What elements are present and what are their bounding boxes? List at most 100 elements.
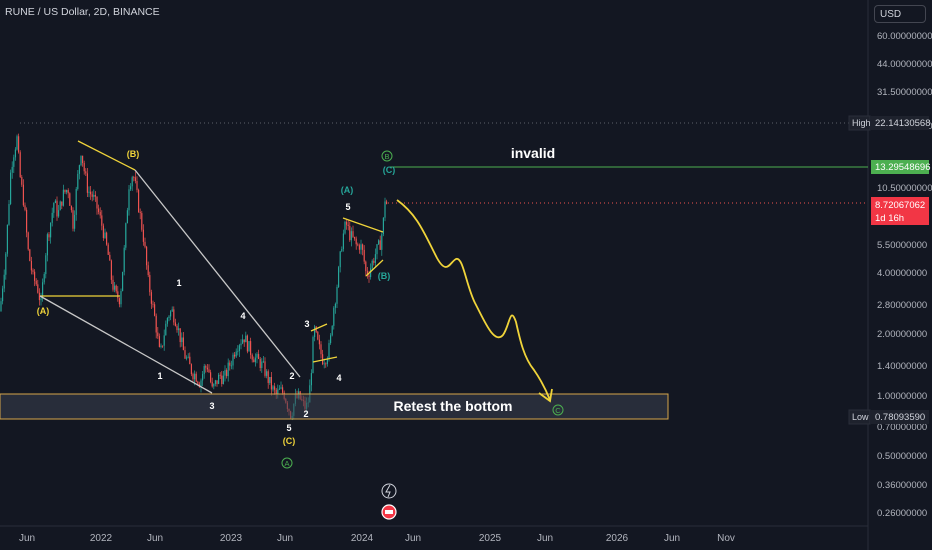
candle-body [259,359,261,369]
candle-body [94,194,96,197]
candle-body [136,181,138,190]
y-tick-label: 44.00000000 [877,59,932,70]
candle-body [50,222,52,238]
candle-body [213,383,215,387]
candle-body [278,388,280,390]
candle-body [114,285,116,290]
candle-body [310,373,312,386]
wave-circle-label: B [384,152,389,161]
candle-body [326,358,328,364]
candle-body [262,361,264,363]
candle-body [122,271,124,291]
candle-body [101,215,103,226]
candle-body [362,244,364,250]
candle-body [133,177,135,179]
candle-body [58,210,60,217]
candle-body [206,367,208,370]
y-tick-label: 0.50000000 [877,451,927,462]
currency-selector[interactable]: USD [874,5,926,23]
y-tick-label: 0.70000000 [877,422,927,433]
candle-body [90,191,92,195]
candle-body [5,253,7,275]
candle-body [171,309,173,312]
candle-body [174,322,176,326]
candle-body [339,251,341,268]
retest-label: Retest the bottom [394,398,513,414]
high-value-box [871,116,929,130]
wave-label: 1 [157,371,162,381]
candle-body [109,254,111,261]
candle-body [53,202,55,213]
candle-body [331,325,333,336]
candle-body [200,380,202,388]
candle-body [376,244,378,255]
wave-label: 1 [176,278,181,288]
candle-body [275,389,277,394]
candle-body [8,204,10,225]
flash-event-icon [381,483,397,499]
candle-body [374,254,376,263]
candle-body [379,240,381,250]
wave-label: (B) [378,271,391,281]
candle-body [173,309,175,323]
y-axis: 60.0000000044.0000000031.5000000015.5000… [877,31,932,519]
candle-body [117,291,119,299]
trendline [312,356,338,363]
trendline [365,259,384,277]
candle-body [264,361,266,376]
wave-label: (C) [283,436,296,446]
candle-body [365,261,367,272]
y-tick-label: 60.00000000 [877,31,932,42]
candle-body [363,249,365,262]
wave-label: 4 [336,373,341,383]
x-tick-label: 2026 [606,533,629,544]
candle-body [131,177,133,187]
candle-body [0,301,2,312]
candle-body [32,270,34,272]
candle-body [312,337,314,374]
candle-body [224,370,226,376]
candle-body [147,265,149,276]
trendline [310,323,328,332]
candle-body [358,245,360,250]
candle-body [218,374,220,384]
candle-body [187,356,189,358]
wave-label: (C) [383,165,396,175]
candle-body [45,255,47,275]
candle-body [318,339,320,345]
trendline [342,217,384,233]
candle-body [46,234,48,256]
candle-body [355,238,357,245]
candle-body [107,244,109,255]
y-tick-label: 1.00000000 [877,391,927,402]
candle-body [330,335,332,344]
last-price-badge [871,197,929,225]
candle-body [317,331,319,340]
invalid-price-badge [871,160,929,174]
candle-body [182,337,184,351]
candle-body [314,326,316,338]
candle-body [328,343,330,359]
candle-body [61,201,63,206]
candle-body [347,224,349,227]
candle-body [142,229,144,242]
candle-body [178,328,180,331]
candle-body [186,357,188,359]
candle-body [346,221,348,225]
candle-body [242,339,244,344]
candle-body [54,200,56,203]
candle-body [229,362,231,366]
candle-body [163,335,165,346]
candle-body [181,337,183,343]
y-tick-label: 0.36000000 [877,480,927,491]
candle-body [254,357,256,363]
price-axis-panel [868,0,932,550]
candle-body [59,201,61,211]
wave-label: 5 [345,202,350,212]
candle-body [96,196,98,209]
candle-body [222,375,224,385]
wave-circle [281,457,293,469]
candle-body [157,332,159,337]
candle-body [210,372,212,382]
